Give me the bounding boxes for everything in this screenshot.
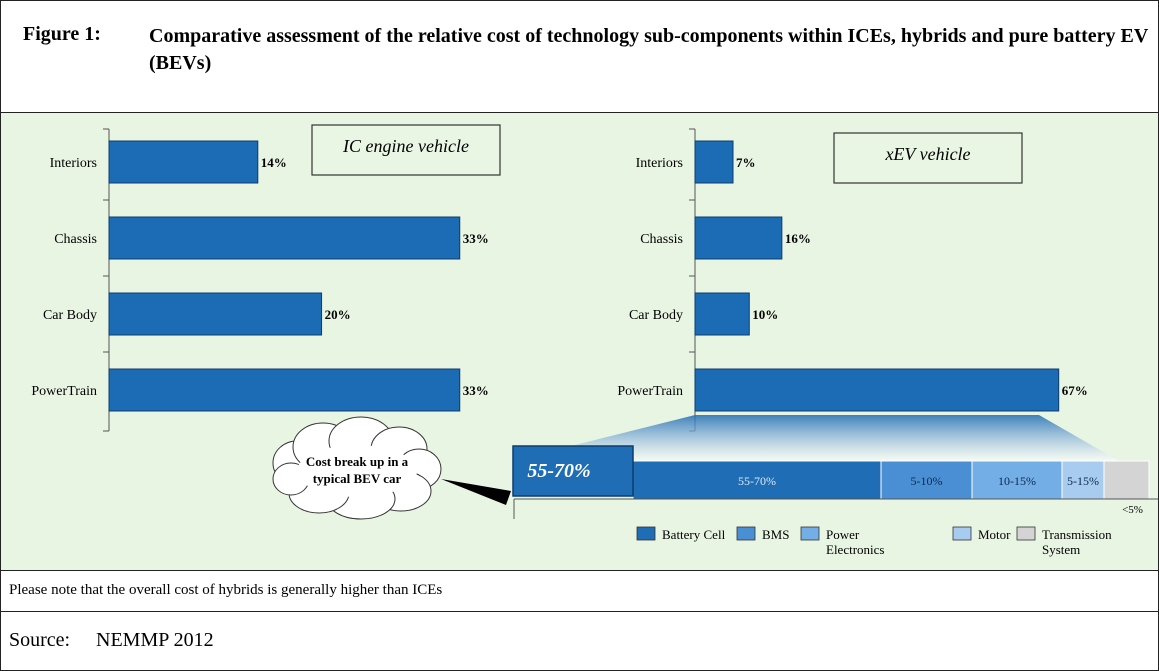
category-label: Interiors [50, 156, 97, 171]
highlight-label: 55-70% [527, 460, 590, 482]
figure-title: Comparative assessment of the relative c… [149, 25, 1148, 74]
legend-label: Battery Cell [662, 527, 726, 542]
category-label: Car Body [43, 308, 97, 323]
value-label: 20% [325, 307, 351, 322]
bar [694, 140, 734, 184]
legend-label: Transmission [1042, 527, 1112, 542]
figure-label: Figure 1: [23, 23, 101, 45]
segment-label: 5-15% [1067, 474, 1099, 488]
highlight-box [512, 445, 634, 497]
category-label: Chassis [54, 232, 97, 247]
value-label: 10% [752, 307, 778, 322]
cloud-core [297, 445, 417, 497]
chart-title: IC engine vehicle [342, 136, 469, 156]
stacked-segment [880, 460, 973, 500]
chart-svg: Interiors 14%Chassis 33%Car Body 20%PowerTr… [31, 124, 1158, 557]
source-label: Source: [9, 629, 71, 651]
xev-chart: Interiors 7% Chassis 16% Car Body 10% PowerTra… [617, 128, 1088, 432]
category-label: Interiors [636, 156, 683, 171]
segment-label: 10-15% [998, 474, 1036, 488]
value-label: 67% [1062, 383, 1088, 398]
bar [694, 292, 750, 336]
stacked-segment [632, 460, 882, 500]
figure-header: Figure 1: Comparative assessment of the … [1, 1, 1158, 113]
bev-breakup-chart: 55-70% 5-10% 10-15% 5-15% <5% 55-70% Cost brea… [272, 415, 1158, 557]
ice-chart: Interiors 14% Chassis 33% Car Body 20% PowerTr… [31, 124, 501, 432]
callout-cloud [272, 416, 442, 520]
callout-text-line: typical BEV car [313, 471, 402, 486]
value-label: 33% [463, 383, 489, 398]
legend-swatch [636, 526, 656, 541]
category-label: Chassis [640, 232, 683, 247]
legend-swatch [1016, 526, 1036, 541]
legend-swatch [800, 526, 820, 541]
bar [108, 216, 461, 260]
legend-swatch [736, 526, 756, 541]
legend-swatch [952, 526, 972, 541]
category-label: PowerTrain [617, 384, 683, 399]
bar [108, 368, 461, 412]
segment-label: <5% [1122, 504, 1143, 516]
segment-label: 5-10% [911, 474, 943, 488]
note-text: Please note that the overall cost of hyb… [9, 582, 443, 598]
value-label: 7% [736, 155, 756, 170]
legend-label: Power [826, 527, 860, 542]
legend-label: System [1042, 542, 1080, 557]
source-value: NEMMP 2012 [96, 629, 214, 651]
callout-pointer [441, 479, 511, 505]
stacked-segment [1103, 460, 1150, 500]
value-label: 16% [785, 231, 811, 246]
bar [694, 216, 783, 260]
chart-title-box [311, 124, 501, 176]
source-row: Source: NEMMP 2012 [1, 612, 1158, 670]
note-row: Please note that the overall cost of hyb… [1, 571, 1158, 612]
value-label: 33% [463, 231, 489, 246]
bar [694, 368, 1060, 412]
segment-label: 55-70% [738, 474, 776, 488]
bar [108, 140, 259, 184]
stacked-segment [971, 460, 1063, 500]
chart-title-box [833, 132, 1023, 184]
category-label: PowerTrain [31, 384, 97, 399]
chart-area: Interiors 14% Chassis 33% Car Body 20% PowerTr… [1, 113, 1158, 571]
chart-title: xEV vehicle [884, 144, 970, 164]
bar [108, 292, 323, 336]
legend-label: BMS [762, 527, 789, 542]
legend-label: Motor [978, 527, 1011, 542]
legend-label: Electronics [826, 542, 884, 557]
funnel-highlight [511, 415, 1119, 461]
callout-text-line: Cost break up in a [306, 454, 409, 469]
category-label: Car Body [629, 308, 683, 323]
value-label: 14% [261, 155, 287, 170]
